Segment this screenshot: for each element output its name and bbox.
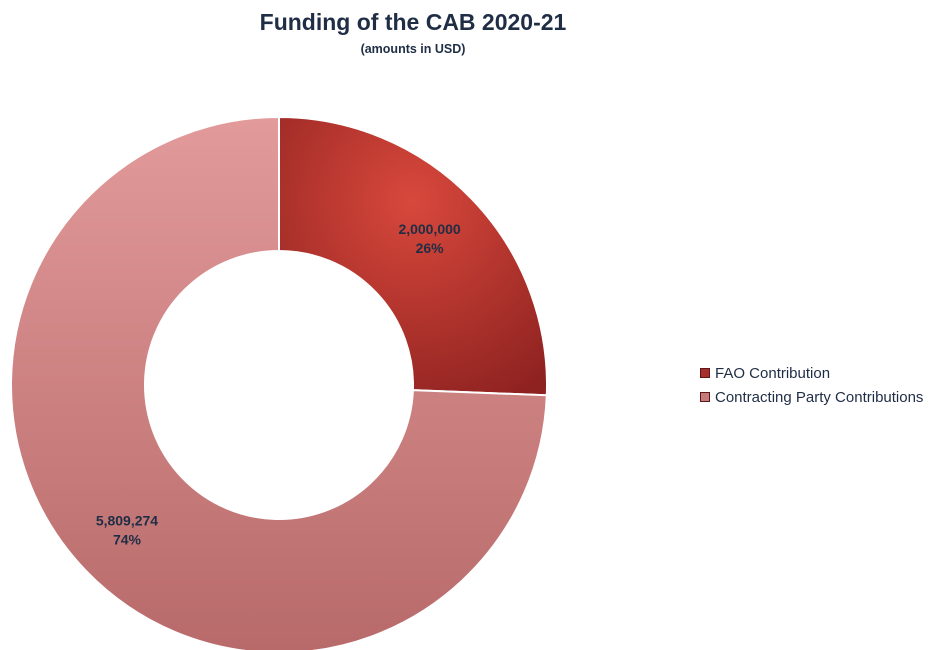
legend-label-contracting-parties: Contracting Party Contributions — [715, 388, 924, 406]
legend-item-contracting-parties: Contracting Party Contributions — [700, 385, 923, 409]
slices-group — [10, 115, 548, 650]
legend: FAO Contribution Contracting Party Contr… — [700, 361, 923, 409]
slice-contracting-parties — [10, 115, 548, 650]
chart-subtitle: (amounts in USD) — [360, 42, 466, 56]
legend-item-fao: FAO Contribution — [700, 361, 923, 385]
chart-title: Funding of the CAB 2020-21 — [259, 9, 567, 35]
legend-swatch-fao — [700, 368, 710, 378]
legend-swatch-contracting-parties — [700, 392, 710, 402]
data-label-fao: 2,000,000 26% — [398, 221, 460, 256]
data-label-contracting-parties: 5,809,274 74% — [96, 512, 158, 547]
slice-fao — [278, 115, 548, 397]
data-labels-group: 2,000,000 26% 5,809,274 74% — [96, 221, 461, 547]
legend-label-fao: FAO Contribution — [715, 364, 831, 382]
